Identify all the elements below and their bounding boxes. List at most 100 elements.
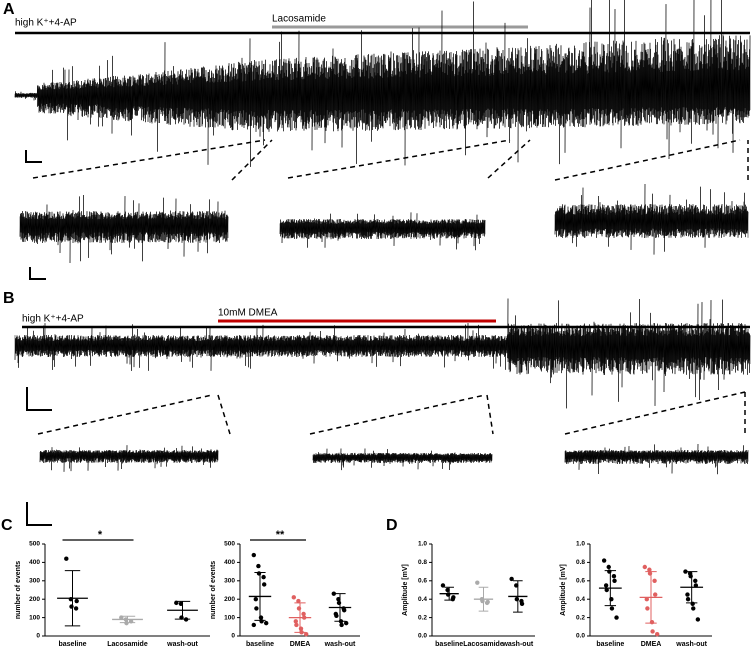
y-tick-label: 0.2 [576, 614, 585, 621]
data-point [690, 601, 695, 606]
trace [564, 443, 749, 475]
data-point [695, 617, 701, 622]
data-point [683, 569, 688, 574]
y-tick-label: 0.2 [418, 614, 427, 621]
x-tick-label: Lacosamide [463, 641, 504, 648]
data-point [258, 615, 264, 620]
zoom-line [554, 139, 741, 181]
data-point [514, 597, 520, 602]
data-point [342, 608, 347, 613]
data-point [685, 597, 691, 602]
data-point [603, 583, 609, 588]
y-tick-label: 0.0 [418, 633, 427, 640]
error-bar [478, 586, 489, 612]
zoom-line [486, 394, 494, 435]
data-point [254, 606, 259, 611]
data-point [601, 558, 607, 563]
data-point [336, 600, 342, 606]
data-point [607, 569, 612, 574]
significance-label: ** [276, 529, 285, 541]
y-tick-label: 1.0 [418, 541, 427, 548]
data-point [294, 622, 299, 628]
data-point [650, 629, 655, 634]
trace [19, 194, 229, 264]
data-point [614, 615, 619, 620]
data-point [251, 552, 256, 558]
y-tick-label: 400 [224, 559, 235, 566]
y-tick-label: 0.8 [576, 559, 585, 566]
zoom-line [217, 394, 231, 435]
y-tick-label: 100 [29, 614, 40, 621]
data-point [291, 595, 296, 600]
data-point [475, 580, 480, 585]
data-point [64, 556, 69, 561]
trace [279, 212, 486, 251]
x-tick-label: baseline [596, 641, 624, 648]
data-point [334, 613, 339, 618]
y-tick-label: 300 [29, 578, 40, 585]
data-point [606, 564, 611, 570]
y-tick-label: 1.0 [576, 541, 585, 548]
y-tick-label: 0 [36, 633, 40, 640]
y-tick-label: 100 [224, 614, 235, 621]
error-bar [174, 600, 191, 620]
data-point [647, 567, 652, 572]
data-point [611, 574, 617, 579]
panel-label: B [3, 290, 15, 307]
data-point [693, 583, 699, 588]
data-point [253, 597, 258, 602]
data-point [296, 598, 301, 604]
data-point [301, 611, 306, 617]
data-point [642, 564, 647, 570]
zoom-line [37, 394, 213, 435]
x-tick-label: wash-out [324, 641, 356, 648]
error-bar [294, 602, 306, 633]
zoom-line [564, 391, 746, 435]
data-point [604, 587, 609, 593]
panel-label: D [386, 517, 398, 534]
data-point [509, 576, 514, 582]
data-point [298, 626, 304, 631]
y-tick-label: 500 [29, 541, 40, 548]
data-point [440, 583, 446, 588]
x-tick-label: Lacosamide [107, 641, 148, 648]
y-axis-label: Amplitude [mV] [560, 564, 567, 616]
data-point [74, 598, 79, 604]
data-point [264, 620, 269, 626]
data-point [649, 620, 655, 625]
panel-label: A [3, 1, 15, 18]
error-bar [513, 580, 523, 613]
trace [554, 183, 749, 255]
data-point [691, 606, 696, 611]
data-point [261, 574, 266, 580]
data-point [331, 591, 336, 596]
zoom-line [309, 394, 486, 435]
data-point [451, 595, 456, 600]
error-bar [334, 593, 346, 622]
data-point [73, 606, 79, 611]
error-bar [119, 615, 136, 624]
data-point [256, 563, 261, 569]
x-tick-label: baseline [246, 641, 274, 648]
x-tick-label: baseline [435, 641, 463, 648]
data-point [293, 619, 298, 624]
x-tick-label: wash-out [675, 641, 707, 648]
data-point [655, 631, 660, 637]
error-bar [254, 572, 266, 621]
scale-bar [26, 387, 52, 411]
y-axis-label: number of events [15, 561, 22, 619]
scale-bar [29, 267, 46, 280]
drug-label: 10mM DMEA [218, 308, 278, 319]
trace [39, 445, 219, 472]
y-tick-label: 0.6 [576, 578, 585, 585]
error-bar [64, 570, 81, 627]
data-point [693, 578, 698, 583]
data-point [336, 597, 341, 602]
data-point [251, 622, 256, 628]
data-point [256, 571, 262, 576]
x-tick-label: wash-out [166, 641, 198, 648]
x-tick-label: wash-out [501, 641, 533, 648]
zoom-line [32, 139, 266, 179]
drug-label: Lacosamide [272, 14, 326, 25]
